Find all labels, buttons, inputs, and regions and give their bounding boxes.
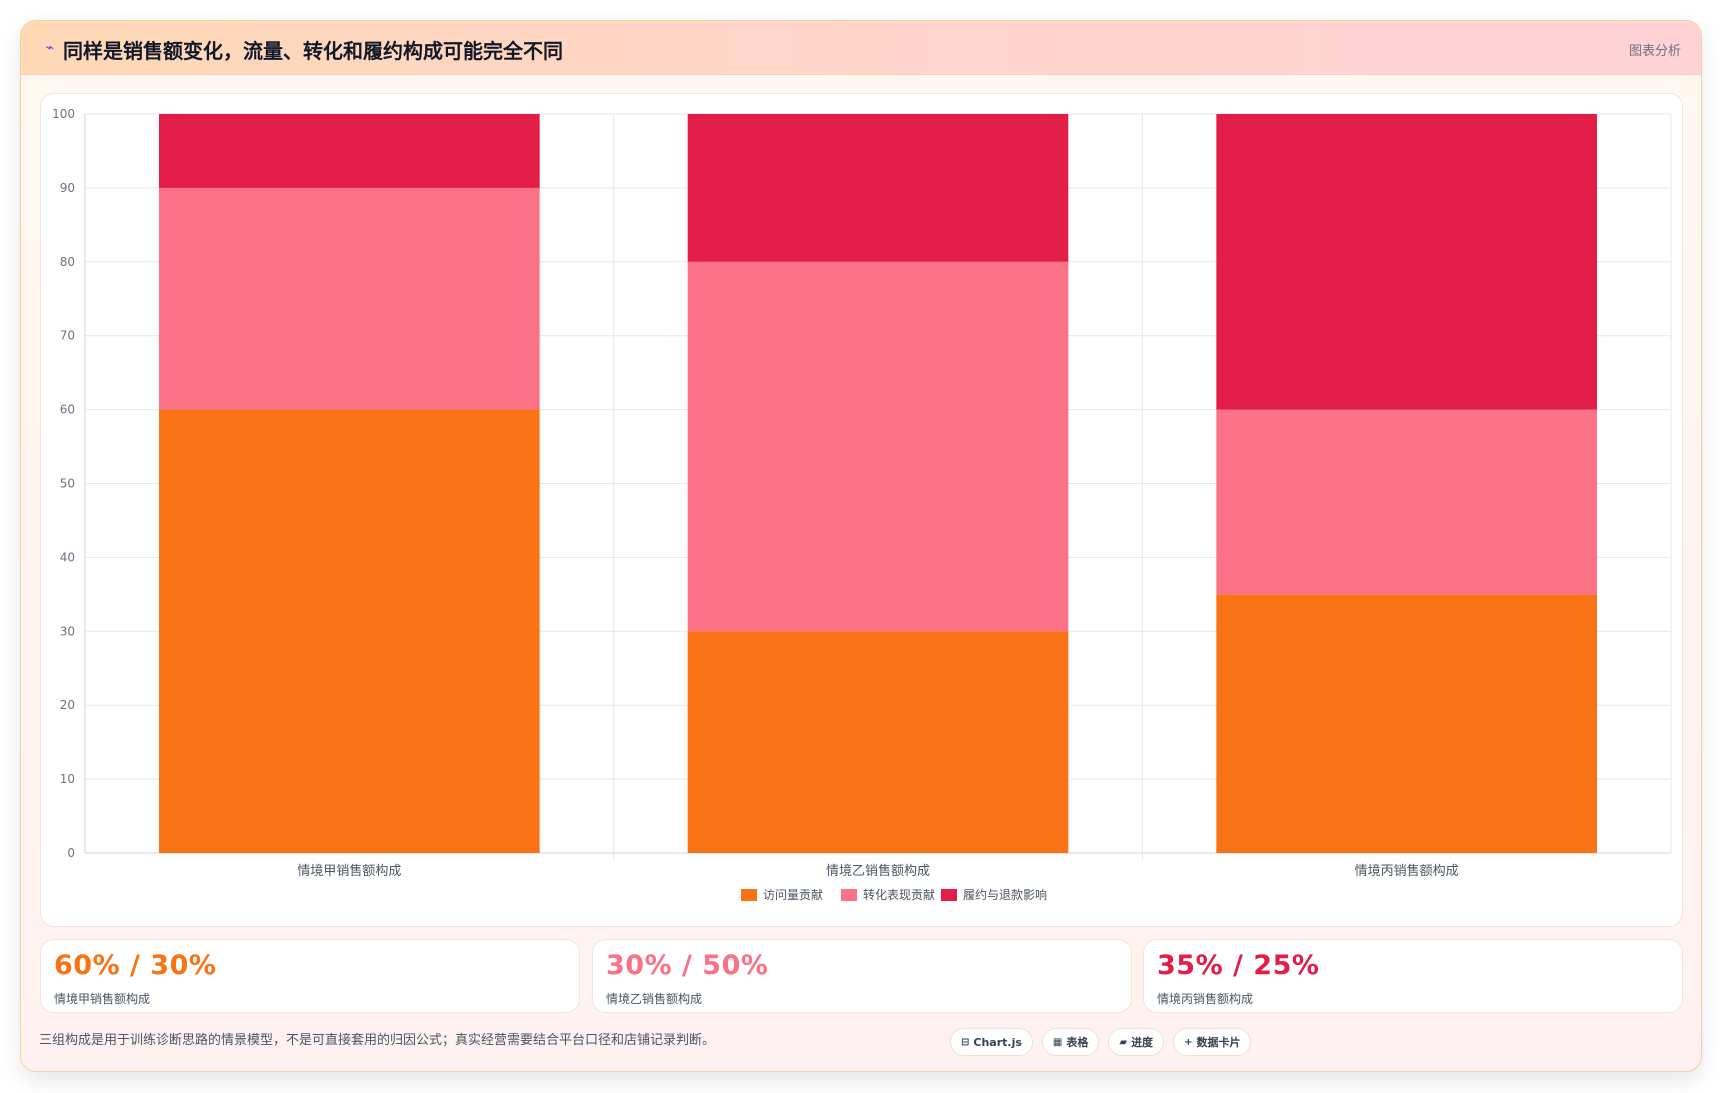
table-icon: ▦ (1052, 1036, 1063, 1048)
legend-swatch (841, 889, 857, 901)
chart-analysis-link[interactable]: 图表分析 (1628, 44, 1681, 59)
stat-label: 情境甲销售额构成 (54, 992, 151, 1006)
pill-label: Chart.js (973, 1035, 1022, 1049)
y-tick-label: 80 (60, 255, 75, 269)
chart-icon: ⊟ (961, 1036, 970, 1048)
y-tick-label: 20 (60, 698, 75, 712)
trend-icon: ⌁ (45, 40, 55, 56)
stat-card: 30% / 50% 情境乙销售额构成 (592, 939, 1132, 1013)
footer-note: 三组构成是用于训练诊断思路的情景模型，不是可直接套用的归因公式；真实经营需要结合… (39, 1033, 716, 1048)
bar-segment (159, 187, 540, 410)
bar-segment (159, 409, 540, 853)
y-tick-label: 40 (60, 550, 75, 564)
y-tick-label: 30 (60, 624, 75, 638)
analysis-panel: ⌁ 同样是销售额变化，流量、转化和履约构成可能完全不同 图表分析 0 10 20 30… (20, 20, 1702, 1072)
bar-segment (687, 261, 1069, 632)
stat-label: 情境丙销售额构成 (1157, 992, 1254, 1006)
y-tick-label: 50 (60, 477, 75, 491)
bar-segment (1216, 114, 1597, 410)
stat-value: 30% / 50% (606, 950, 769, 981)
x-tick-label: 情境甲销售额构成 (297, 863, 401, 879)
x-tick-label: 情境丙销售额构成 (1355, 863, 1459, 879)
legend-swatch (941, 889, 957, 901)
y-tick-label: 90 (60, 181, 75, 195)
pill-label: 表格 (1066, 1036, 1089, 1049)
page-title: 同样是销售额变化，流量、转化和履约构成可能完全不同 (63, 39, 563, 63)
chart-card: 0 10 20 30 40 50 60 70 80 90 100 情境甲销售额构成 情境乙销售额构成 情境… (40, 93, 1683, 927)
y-tick-label: 100 (52, 107, 75, 121)
bar-segment (1216, 594, 1597, 853)
stat-card: 60% / 30% 情境甲销售额构成 (40, 939, 580, 1013)
bar-segment (1216, 409, 1597, 595)
y-tick-label: 0 (67, 846, 75, 860)
panel-header: ⌁ 同样是销售额变化，流量、转化和履约构成可能完全不同 图表分析 (21, 21, 1701, 75)
legend-label: 访问量贡献 (763, 887, 823, 902)
pill-label: 进度 (1131, 1036, 1154, 1049)
stat-value: 60% / 30% (54, 950, 217, 981)
pill-group: ⊟ Chart.js ▦ 表格 ▰ 进度 + 数据卡片 (950, 1028, 1252, 1056)
chartjs-pill[interactable]: ⊟ Chart.js (950, 1028, 1033, 1056)
data-card-pill[interactable]: + 数据卡片 (1173, 1028, 1252, 1056)
y-tick-label: 60 (60, 403, 75, 417)
legend-label: 履约与退款影响 (963, 887, 1047, 902)
progress-icon: ▰ (1119, 1036, 1128, 1048)
bar-segment (687, 631, 1069, 853)
stat-value: 35% / 25% (1157, 950, 1320, 981)
legend-label: 转化表现贡献 (863, 887, 935, 902)
stat-label: 情境乙销售额构成 (606, 992, 703, 1006)
progress-pill[interactable]: ▰ 进度 (1108, 1028, 1165, 1056)
stat-card: 35% / 25% 情境丙销售额构成 (1143, 939, 1683, 1013)
stacked-bar-chart: 0 10 20 30 40 50 60 70 80 90 100 情境甲销售额构成 情境乙销售额构成 情境… (52, 107, 1672, 902)
bar-segment (159, 114, 540, 188)
y-tick-label: 10 (60, 772, 75, 786)
y-tick-label: 70 (60, 329, 75, 343)
x-tick-label: 情境乙销售额构成 (826, 863, 930, 879)
pill-label: 数据卡片 (1196, 1036, 1241, 1049)
bar-segment (687, 114, 1069, 262)
plus-icon: + (1184, 1036, 1193, 1048)
table-pill[interactable]: ▦ 表格 (1041, 1028, 1100, 1056)
legend-swatch (741, 889, 757, 901)
